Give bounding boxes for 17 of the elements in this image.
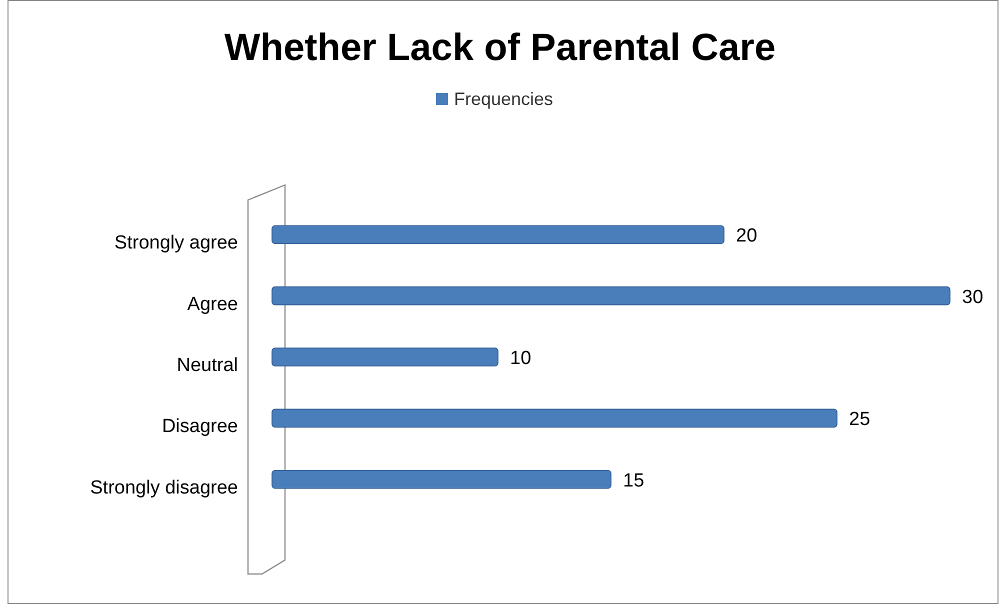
bar: [272, 470, 612, 489]
bar: [272, 348, 498, 366]
bar: [272, 286, 950, 306]
data-label: 20: [736, 226, 758, 247]
legend-label: Frequencies: [454, 89, 554, 109]
y-tick-label: Strongly disagree: [90, 477, 238, 498]
y-tick-label: Disagree: [162, 416, 238, 438]
data-label: 25: [849, 409, 870, 430]
y-tick-label: Agree: [187, 294, 238, 315]
data-label: 30: [962, 286, 984, 308]
bar: [272, 408, 838, 428]
chart-title: Whether Lack of Parental Care: [224, 27, 776, 69]
data-label: 15: [623, 470, 644, 492]
bar: [272, 225, 724, 244]
y-tick-label: Strongly agree: [114, 232, 238, 254]
data-label: 10: [510, 348, 532, 369]
y-tick-label: Neutral: [176, 355, 238, 376]
